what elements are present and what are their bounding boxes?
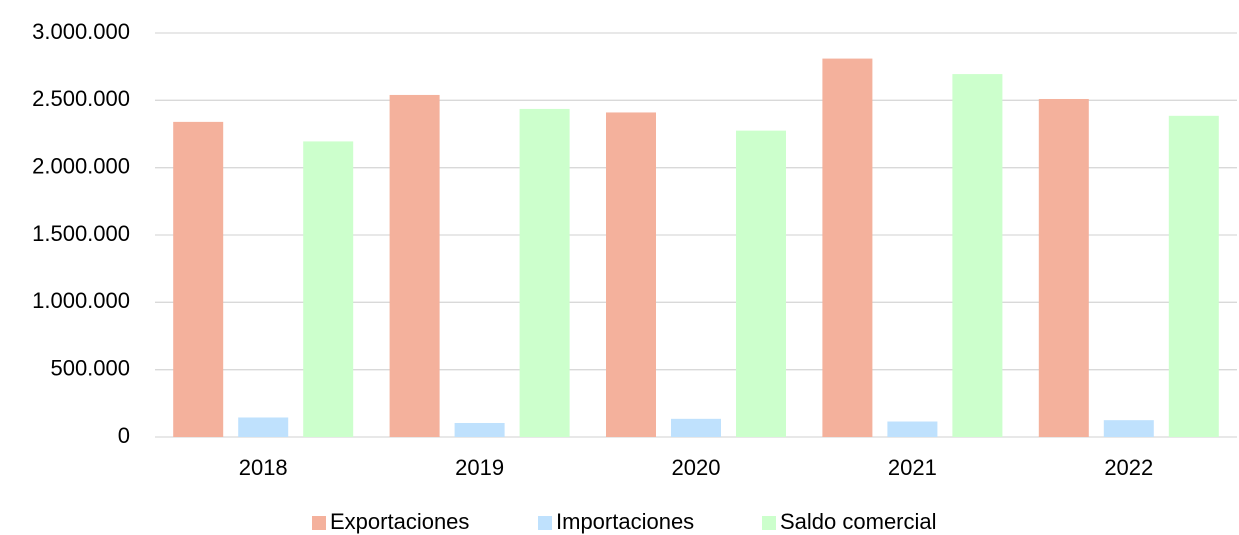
bar [389, 94, 440, 438]
x-tick-label: 2020 [672, 455, 721, 480]
bar [887, 421, 938, 437]
y-tick-label: 500.000 [50, 355, 130, 380]
legend-label: Importaciones [556, 509, 694, 534]
bar [238, 417, 289, 437]
bar [303, 141, 354, 437]
bar [606, 112, 656, 437]
legend-swatch [538, 516, 552, 530]
bar [671, 418, 721, 437]
y-tick-label: 2.000.000 [32, 153, 130, 178]
bar [952, 74, 1003, 437]
y-tick-label: 1.500.000 [32, 221, 130, 246]
bar [736, 130, 786, 437]
legend-swatch [312, 516, 326, 530]
y-tick-label: 2.500.000 [32, 86, 130, 111]
legend-swatch [762, 516, 776, 530]
bar [822, 58, 873, 437]
bar [173, 121, 224, 437]
y-tick-label: 1.000.000 [32, 288, 130, 313]
bar [454, 422, 505, 437]
x-tick-label: 2022 [1104, 455, 1153, 480]
bar [1168, 115, 1219, 437]
bar [1103, 420, 1154, 437]
bar [519, 108, 570, 438]
y-tick-label: 0 [118, 423, 130, 448]
legend-label: Saldo comercial [780, 509, 937, 534]
legend-label: Exportaciones [330, 509, 469, 534]
x-tick-label: 2021 [888, 455, 937, 480]
bar [1038, 98, 1089, 437]
x-tick-label: 2019 [455, 455, 504, 480]
x-tick-label: 2018 [239, 455, 288, 480]
y-tick-label: 3.000.000 [32, 19, 130, 44]
